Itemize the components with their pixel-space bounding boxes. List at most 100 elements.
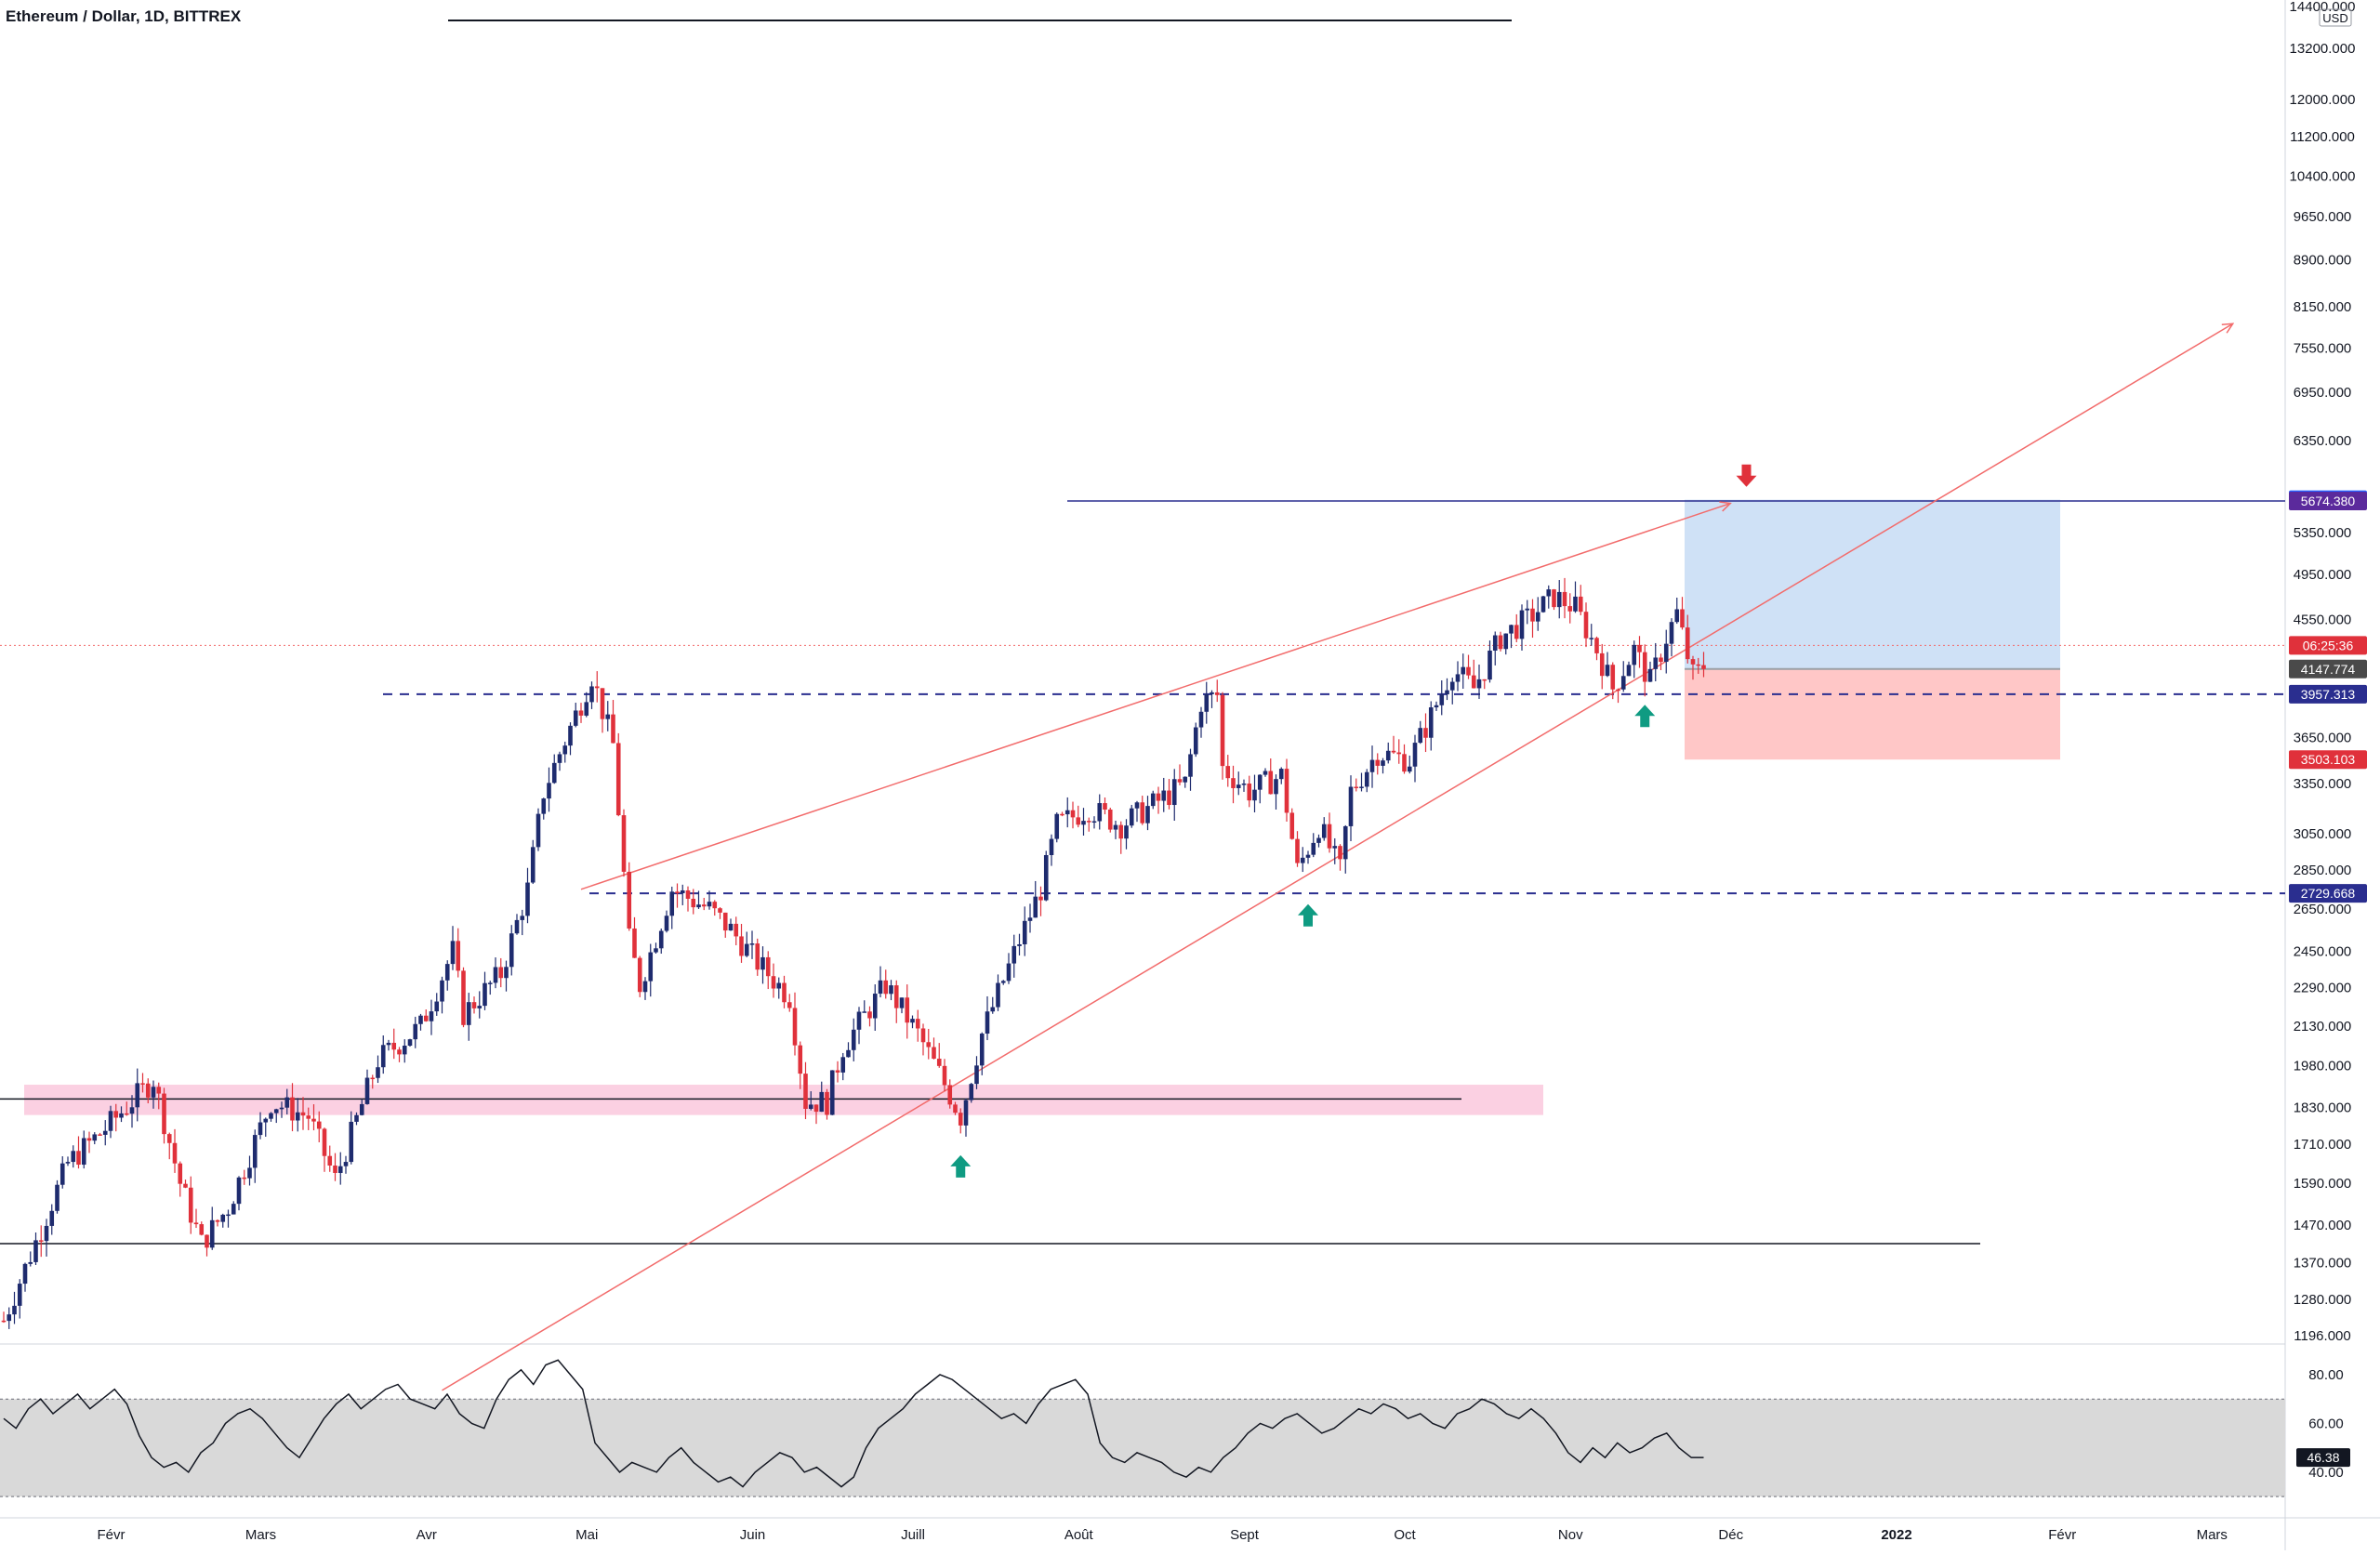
price-tick-label: 13200.000 <box>2290 41 2356 57</box>
candle-body <box>242 1177 247 1179</box>
candle-body <box>1369 759 1375 772</box>
candle-body <box>813 1104 819 1113</box>
candle-body <box>81 1138 86 1166</box>
candle-body <box>1471 675 1476 689</box>
candle-body <box>1257 774 1263 790</box>
candle-body <box>1449 681 1455 691</box>
candle-body <box>402 1046 407 1055</box>
candle-body <box>269 1113 273 1119</box>
candle-body <box>829 1070 835 1115</box>
candle-body <box>113 1111 119 1118</box>
price-tick-label: 3350.000 <box>2294 776 2352 792</box>
candle-body <box>1647 668 1653 682</box>
candle-body <box>65 1162 71 1164</box>
candle-body <box>172 1142 178 1164</box>
candle-body <box>707 902 712 907</box>
candle-body <box>851 1029 856 1050</box>
candle-body <box>1556 591 1562 608</box>
candle-body <box>1177 779 1183 783</box>
candle-body <box>932 1047 936 1060</box>
candle-body <box>284 1097 290 1108</box>
candle-body <box>1129 808 1134 826</box>
price-axis-badge-text: 3503.103 <box>2301 752 2356 767</box>
candle-body <box>792 1008 798 1046</box>
candle-body <box>440 980 444 1002</box>
price-tick-label: 10400.000 <box>2290 169 2356 185</box>
candle-body <box>477 1006 483 1008</box>
price-tick-label: 2650.000 <box>2294 902 2352 917</box>
candle-body <box>926 1042 932 1048</box>
candle-body <box>867 1011 872 1019</box>
candle-body <box>664 916 669 931</box>
candle-body <box>1064 810 1070 815</box>
candle-body <box>252 1135 258 1168</box>
candle-body <box>547 783 551 799</box>
price-tick-label: 4950.000 <box>2294 567 2352 583</box>
candle-body <box>220 1214 226 1222</box>
candle-body <box>1268 771 1274 795</box>
candle-body <box>568 725 573 746</box>
candle-body <box>466 1002 471 1025</box>
candle-body <box>429 1011 434 1021</box>
candle-body <box>166 1134 172 1143</box>
candle-body <box>92 1134 98 1141</box>
candle-body <box>990 1007 996 1012</box>
price-tick-label: 5350.000 <box>2294 525 2352 541</box>
candle-body <box>1396 752 1402 755</box>
candle-body <box>798 1045 803 1074</box>
candle-body <box>1364 771 1369 787</box>
candle-body <box>589 686 594 703</box>
candle-body <box>1445 690 1449 695</box>
candle-body <box>1134 802 1140 809</box>
candle-body <box>562 745 568 755</box>
candle-body <box>1610 665 1616 690</box>
time-tick-label: Sept <box>1230 1527 1260 1543</box>
candle-body <box>846 1049 851 1058</box>
candle-body <box>102 1130 108 1135</box>
candle-body <box>311 1118 316 1122</box>
candle-body <box>1514 625 1519 639</box>
rsi-tick-label: 60.00 <box>2308 1416 2344 1431</box>
candle-body <box>434 1001 440 1012</box>
price-tick-label: 1710.000 <box>2294 1137 2352 1153</box>
time-tick-label: 2022 <box>1881 1527 1911 1543</box>
candle-body <box>1653 657 1659 669</box>
candle-body <box>124 1113 129 1115</box>
candle-body <box>129 1107 135 1114</box>
candle-body <box>1332 846 1338 849</box>
candle-body <box>1060 813 1064 816</box>
candle-body <box>1690 659 1696 665</box>
candle-body <box>1509 625 1514 634</box>
candle-body <box>835 1070 840 1073</box>
candle-body <box>584 702 589 716</box>
candle-body <box>1300 857 1305 863</box>
candle-body <box>840 1057 846 1073</box>
candle-body <box>883 980 889 995</box>
price-axis-badge <box>2289 636 2367 655</box>
candle-body <box>1482 679 1488 681</box>
candle-body <box>979 1034 985 1066</box>
rsi-line <box>3 1359 1704 1488</box>
price-axis-badge <box>2289 750 2367 770</box>
price-axis-badge-text: 2729.668 <box>2301 886 2356 901</box>
candle-body <box>135 1083 140 1108</box>
price-tick-label: 11200.000 <box>2290 129 2355 145</box>
candle-body <box>337 1166 343 1173</box>
price-tick-label: 3650.000 <box>2294 731 2352 746</box>
candle-body <box>12 1305 17 1315</box>
candle-body <box>963 1100 969 1126</box>
candle-body <box>915 1019 920 1029</box>
candle-body <box>765 956 771 977</box>
candle-body <box>1354 786 1359 788</box>
candle-body <box>856 1011 862 1030</box>
candle-body <box>1701 665 1706 669</box>
candle-body <box>996 982 1000 1008</box>
candle-body <box>1054 813 1060 839</box>
candle-body <box>1407 766 1412 772</box>
candle-body <box>1295 838 1300 863</box>
candle-body <box>803 1074 808 1109</box>
candle-body <box>1540 596 1546 613</box>
candle-body <box>76 1151 81 1166</box>
candle-body <box>1423 728 1428 738</box>
